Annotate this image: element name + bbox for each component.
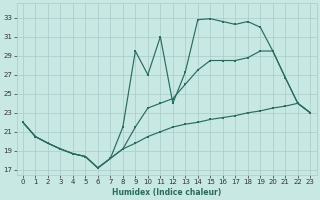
X-axis label: Humidex (Indice chaleur): Humidex (Indice chaleur)	[112, 188, 221, 197]
